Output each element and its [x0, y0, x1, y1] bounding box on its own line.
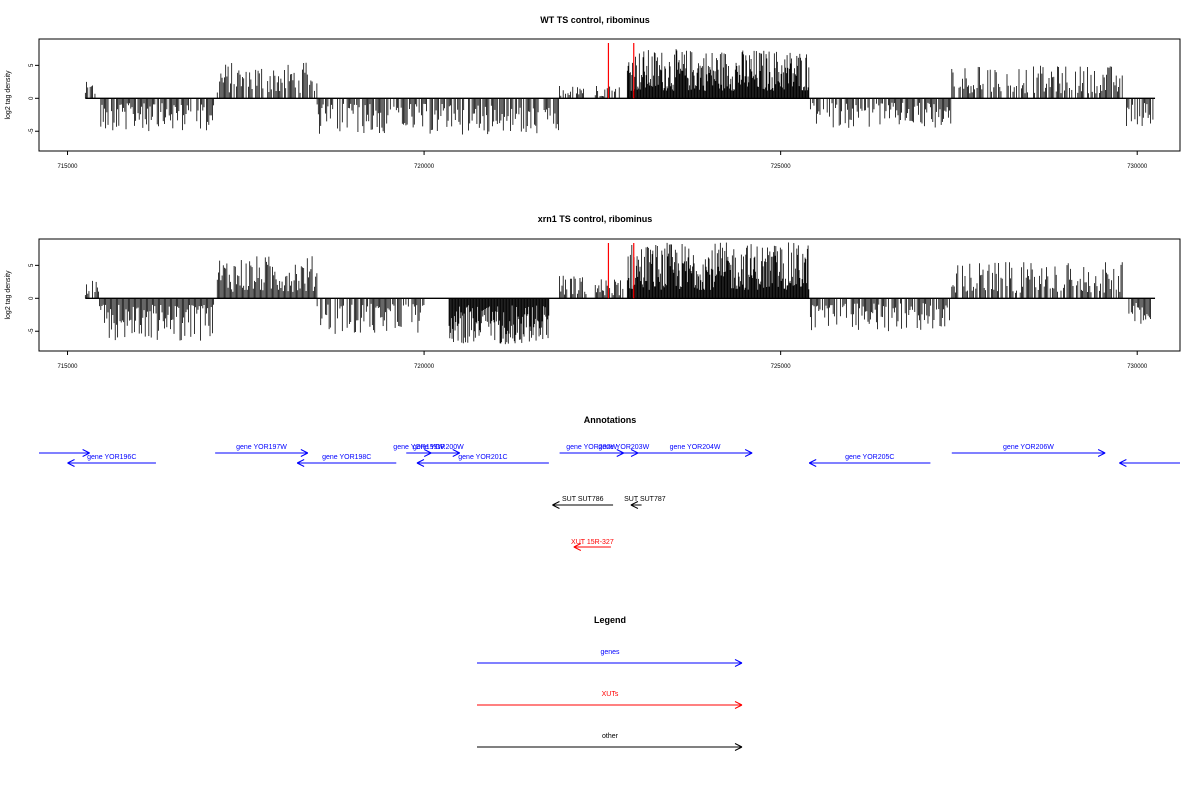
wt-xtick-label: 725000	[771, 164, 792, 170]
wt-xtick-label: 730000	[1127, 164, 1148, 170]
legend-arrow-xuts-head	[734, 701, 743, 706]
xrn1-panel-title: xrn1 TS control, ribominus	[538, 214, 653, 224]
wt-xtick-label: 715000	[58, 164, 79, 170]
gene-arrow-head	[1097, 449, 1106, 454]
xrn1-ytick-label: 0	[29, 296, 35, 300]
gene-arrow-head	[630, 452, 639, 457]
legend-title: Legend	[594, 615, 626, 625]
wt-panel: WT TS control, ribominus log2 tag densit…	[5, 15, 1181, 170]
gene-arrow-head	[67, 459, 75, 464]
gene-arrow-head	[423, 452, 432, 457]
gene-arrow-head	[296, 459, 305, 464]
legend-arrow-xuts-head	[734, 704, 743, 709]
legend-panel: Legend genes XUTs other	[477, 615, 743, 751]
gene-arrow-head	[616, 449, 624, 454]
xrn1-panel: xrn1 TS control, ribominus log2 tag dens…	[5, 214, 1181, 370]
gene-label: gene YOR202W	[566, 444, 617, 451]
legend-arrow-genes-head	[734, 659, 743, 664]
wt-xtick-label: 720000	[414, 164, 435, 170]
gene-label: gene YOR203W	[598, 444, 649, 451]
legend-arrow-other-head	[734, 746, 743, 751]
gene-arrow-head	[744, 452, 753, 457]
gene-arrow-head	[630, 449, 639, 454]
legend-arrow-genes-head	[734, 662, 743, 667]
gene-arrow-head	[616, 452, 624, 457]
annotations-title: Annotations	[584, 415, 637, 425]
xrn1-xtick-label: 725000	[771, 364, 792, 370]
wt-ytick-label: 5	[29, 63, 35, 67]
gene-arrow-head	[808, 462, 817, 467]
gene-label: gene YOR198C	[322, 454, 371, 461]
xut-arrow-head	[573, 546, 582, 551]
wt-ytick-label: -5	[29, 128, 35, 134]
xut-arrow-head	[573, 543, 582, 548]
xrn1-panel-frame	[38, 238, 1181, 352]
gene-label: gene YOR205C	[845, 454, 894, 461]
wt-panel-frame	[38, 38, 1181, 152]
gene-arrow-head	[82, 452, 90, 457]
gene-arrow-head	[808, 459, 817, 464]
gene-label: gene YOR196C	[87, 454, 136, 461]
wt-ytick-label: 0	[29, 96, 35, 100]
gene-arrow-head	[67, 462, 75, 467]
gene-label: gene YOR204W	[670, 444, 721, 451]
gene-arrow-head	[423, 449, 432, 454]
gene-arrow-head	[416, 462, 425, 467]
gene-arrow-head	[452, 452, 460, 457]
gene-arrow-head	[296, 462, 305, 467]
legend-label: XUTs	[602, 691, 619, 698]
gene-arrow-head	[1119, 462, 1127, 467]
gene-arrow-head	[300, 452, 309, 457]
gene-arrow-head	[1097, 452, 1106, 457]
sut-arrow-head	[630, 501, 639, 506]
gene-label: gene YOR199W	[393, 444, 444, 451]
gene-arrow-head	[82, 449, 90, 454]
sut-arrow-head	[552, 501, 560, 506]
sut-label: SUT SUT786	[562, 496, 604, 503]
gene-arrow-head	[300, 449, 309, 454]
gene-arrow-head	[452, 449, 460, 454]
gene-label: gene YOR201C	[458, 454, 507, 461]
xut-label: XUT 15R-327	[571, 539, 614, 546]
xrn1-xtick-label: 715000	[58, 364, 79, 370]
gene-arrow-head	[416, 459, 425, 464]
gene-arrow-head	[744, 449, 753, 454]
legend-label: other	[602, 733, 619, 740]
wt-panel-ylabel: log2 tag density	[5, 70, 12, 120]
sut-arrow-head	[552, 504, 560, 509]
legend-label: genes	[600, 649, 620, 656]
xrn1-xtick-label: 720000	[414, 364, 435, 370]
sut-label: SUT SUT787	[624, 496, 666, 503]
gene-label: gene YOR200W	[413, 444, 464, 451]
gene-arrow-head	[1119, 459, 1127, 464]
legend-arrow-other-head	[734, 743, 743, 748]
xrn1-ytick-label: 5	[29, 263, 35, 267]
xrn1-panel-ylabel: log2 tag density	[5, 270, 12, 320]
wt-panel-title: WT TS control, ribominus	[540, 15, 650, 25]
xrn1-ytick-label: -5	[29, 328, 35, 334]
gene-label: gene YOR206W	[1003, 444, 1054, 451]
xrn1-xtick-label: 730000	[1127, 364, 1148, 370]
gene-label: gene YOR197W	[236, 444, 287, 451]
annotations-panel: Annotations gene YOR196C gene YOR197W gene…	[39, 415, 1180, 551]
sut-arrow-head	[630, 504, 639, 509]
